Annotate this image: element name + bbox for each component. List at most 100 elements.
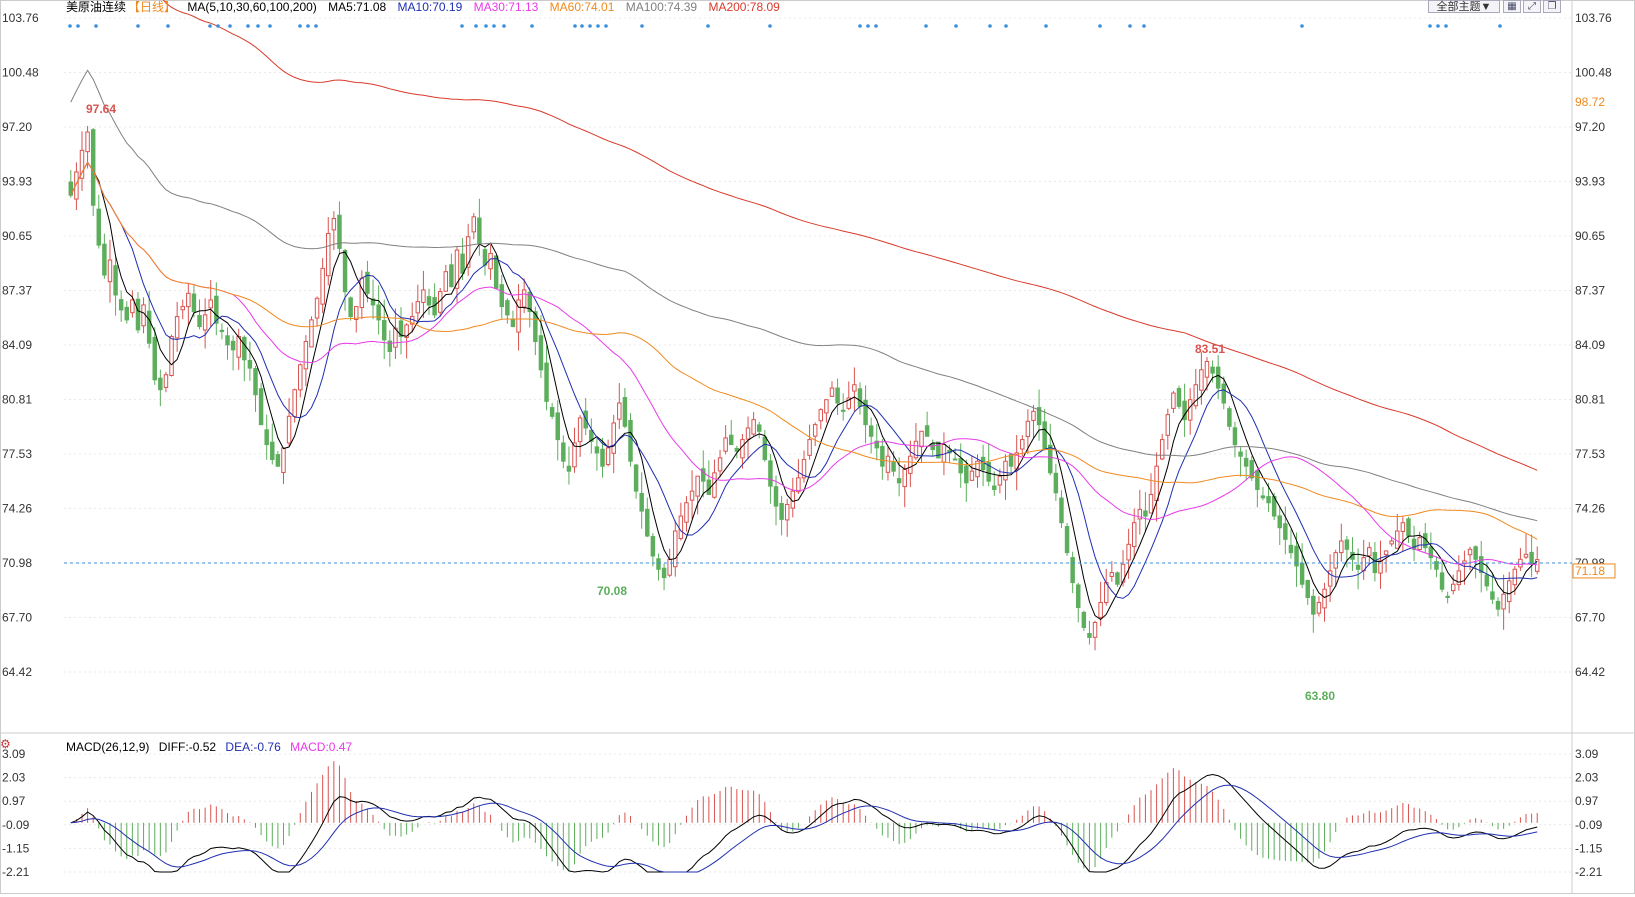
price-tick-label-left: 64.42 bbox=[2, 665, 32, 679]
price-tick-label: 84.09 bbox=[1575, 338, 1605, 352]
event-dot bbox=[460, 24, 464, 28]
diff-label: DIFF:-0.52 bbox=[158, 740, 217, 754]
candle-body bbox=[1260, 495, 1266, 499]
candle-body bbox=[1003, 460, 1008, 481]
candle-body bbox=[964, 465, 969, 484]
macd-tick-label: 0.97 bbox=[1575, 794, 1599, 808]
candle-body bbox=[1512, 568, 1518, 586]
event-dot bbox=[874, 24, 878, 28]
candle-body bbox=[1523, 553, 1529, 558]
price-tick-label: 64.42 bbox=[1575, 665, 1605, 679]
event-dot bbox=[208, 24, 212, 28]
candle-body bbox=[152, 336, 157, 381]
candle-body bbox=[1344, 539, 1350, 550]
candle-body bbox=[1064, 526, 1070, 554]
candle-body bbox=[751, 419, 756, 435]
ma100-label: MA100:74.39 bbox=[625, 0, 698, 14]
candle-body bbox=[695, 475, 700, 497]
candle-body bbox=[465, 236, 471, 268]
candle-body bbox=[1048, 444, 1053, 474]
window-icon[interactable]: ❐ bbox=[1543, 0, 1561, 13]
candle-body bbox=[270, 441, 275, 461]
candle-body bbox=[298, 364, 303, 391]
layout-icon[interactable]: ▦ bbox=[1503, 0, 1521, 13]
candle-body bbox=[829, 387, 835, 397]
candle-body bbox=[1294, 545, 1299, 567]
candle-body bbox=[202, 314, 208, 331]
candle-body bbox=[74, 171, 79, 200]
candle-body bbox=[555, 412, 560, 441]
event-dot bbox=[768, 24, 772, 28]
macd-tick-label-left: -1.15 bbox=[2, 841, 30, 855]
candle-body bbox=[180, 306, 185, 311]
candle-body bbox=[415, 301, 421, 314]
candle-body bbox=[421, 289, 426, 303]
candle-body bbox=[1266, 496, 1271, 504]
macd-tick-label: -0.09 bbox=[1575, 818, 1603, 832]
period-label[interactable]: 【日线】 bbox=[128, 0, 177, 14]
candle-body bbox=[1445, 595, 1450, 599]
macd-tick-label: 2.03 bbox=[1575, 771, 1599, 785]
candle-body bbox=[885, 455, 891, 473]
settings-icon[interactable]: ⚙ bbox=[0, 737, 11, 751]
event-dot bbox=[246, 24, 250, 28]
event-dot bbox=[954, 24, 958, 28]
event-dot bbox=[306, 24, 310, 28]
event-dot bbox=[640, 24, 644, 28]
last-price-box bbox=[1572, 563, 1616, 579]
candle-body bbox=[348, 297, 353, 318]
candle-body bbox=[1277, 515, 1282, 529]
candle-body bbox=[768, 460, 773, 487]
candle-body bbox=[1232, 427, 1238, 446]
candle-body bbox=[549, 407, 555, 417]
candle-body bbox=[1126, 543, 1131, 561]
ma-legend: 美原油连续 【日线】 MA(5,10,30,60,100,200) MA5:71.… bbox=[66, 0, 788, 14]
candle-body bbox=[1053, 472, 1059, 494]
candle-body bbox=[169, 336, 174, 377]
candle-body bbox=[96, 208, 102, 246]
candle-body bbox=[79, 149, 85, 179]
macd-dea-line bbox=[70, 784, 1538, 873]
ma-line-ma5 bbox=[70, 161, 1538, 621]
candle-body bbox=[734, 447, 740, 452]
candle-body bbox=[538, 335, 544, 371]
candle-body bbox=[572, 442, 577, 468]
price-tick-label: 103.76 bbox=[1575, 11, 1612, 25]
candle-body bbox=[1238, 451, 1243, 457]
candle-body bbox=[365, 271, 370, 294]
candle-body bbox=[1215, 366, 1221, 389]
candle-body bbox=[1115, 572, 1120, 585]
theme-select[interactable]: 全部主题▼ bbox=[1428, 0, 1500, 13]
ma-legend-label: MA(5,10,30,60,100,200) bbox=[187, 0, 317, 14]
candle-body bbox=[969, 470, 975, 481]
expand-icon[interactable]: ⤢ bbox=[1523, 0, 1541, 13]
candle-body bbox=[68, 181, 74, 196]
candle-body bbox=[1098, 602, 1103, 618]
ma30-label: MA30:71.13 bbox=[473, 0, 539, 14]
candle-body bbox=[1243, 457, 1249, 467]
candle-body bbox=[661, 567, 667, 579]
candle-body bbox=[645, 508, 650, 537]
event-dot bbox=[1004, 24, 1008, 28]
event-dot bbox=[68, 24, 72, 28]
candle-body bbox=[807, 439, 812, 456]
candle-body bbox=[102, 243, 107, 276]
candle-body bbox=[1193, 384, 1199, 407]
candle-body bbox=[852, 384, 857, 392]
candle-body bbox=[303, 341, 309, 370]
event-dot bbox=[1436, 24, 1440, 28]
candle-body bbox=[236, 336, 241, 358]
candle-body bbox=[1221, 383, 1227, 404]
event-dot bbox=[136, 24, 140, 28]
candle-body bbox=[1467, 548, 1473, 556]
candle-body bbox=[1059, 497, 1064, 524]
low-annotation: 70.08 bbox=[597, 584, 627, 598]
candle-body bbox=[1143, 510, 1148, 517]
macd-tick-label-left: -0.09 bbox=[2, 818, 30, 832]
candle-body bbox=[90, 129, 96, 206]
candle-body bbox=[667, 558, 672, 576]
candle-body bbox=[275, 454, 281, 467]
candle-body bbox=[1227, 408, 1232, 427]
